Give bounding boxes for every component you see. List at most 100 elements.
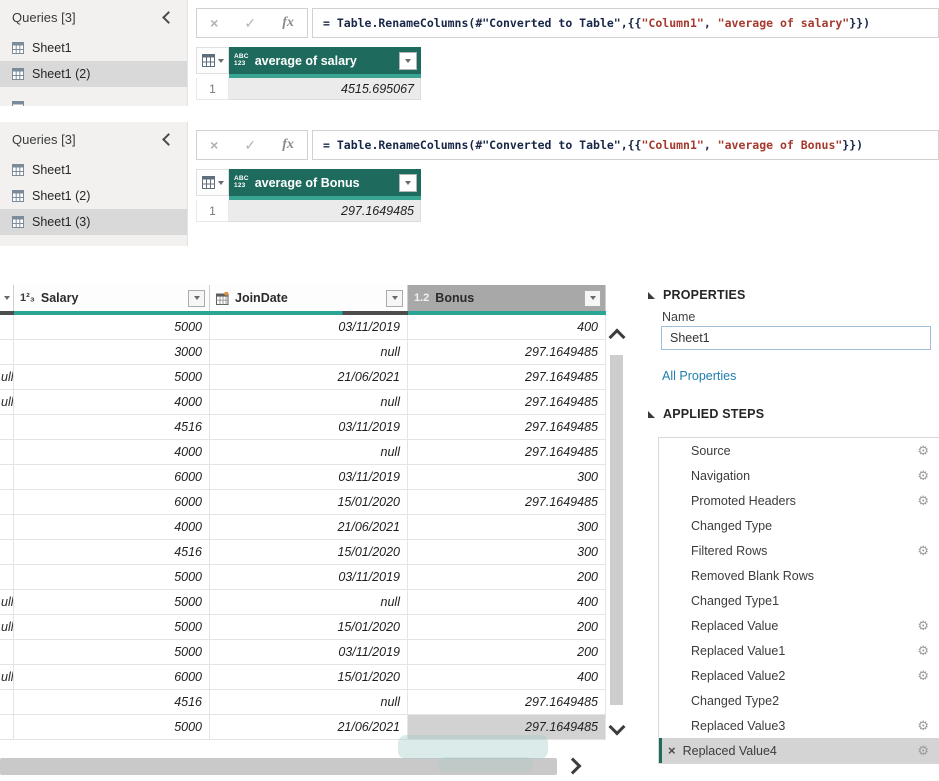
filter-dropdown-button[interactable] <box>399 173 417 192</box>
cell-salary[interactable]: 4000 <box>14 515 210 540</box>
applied-step-item[interactable]: × Replaced Value ⚙ <box>659 613 939 638</box>
filter-dropdown-button[interactable] <box>386 289 403 307</box>
gear-icon[interactable]: ⚙ <box>917 617 929 633</box>
cell-clipped[interactable] <box>0 540 14 565</box>
cell-salary[interactable]: 6000 <box>14 465 210 490</box>
cell-joindate[interactable]: 03/11/2019 <box>210 315 408 340</box>
applied-step-item[interactable]: × Removed Blank Rows ⚙ <box>659 563 939 588</box>
applied-step-item[interactable]: × Replaced Value2 ⚙ <box>659 663 939 688</box>
cell-clipped[interactable] <box>0 640 14 665</box>
cell-clipped[interactable] <box>0 340 14 365</box>
cell-bonus[interactable]: 400 <box>408 590 606 615</box>
cell-bonus[interactable]: 200 <box>408 640 606 665</box>
column-header-selected[interactable]: ABC 123 average of salary <box>229 47 421 74</box>
cell-salary[interactable]: 4516 <box>14 415 210 440</box>
cell-joindate[interactable]: 03/11/2019 <box>210 565 408 590</box>
cell-value[interactable]: 297.1649485 <box>229 200 421 222</box>
column-header-selected[interactable]: ABC 123 average of Bonus <box>229 169 421 196</box>
cell-joindate[interactable]: 03/11/2019 <box>210 640 408 665</box>
cell-joindate[interactable]: 03/11/2019 <box>210 415 408 440</box>
cell-bonus[interactable]: 200 <box>408 615 606 640</box>
query-list-item[interactable]: Sheet1 (2) <box>0 61 187 87</box>
cell-clipped[interactable]: ull <box>0 365 14 390</box>
all-properties-link[interactable]: All Properties <box>662 369 737 383</box>
filter-dropdown-button[interactable] <box>584 289 601 307</box>
cell-bonus[interactable]: 297.1649485 <box>408 365 606 390</box>
column-header-bonus[interactable]: 1.2 Bonus <box>408 285 606 311</box>
query-list-item[interactable]: Sheet1 (2) <box>0 183 187 209</box>
cell-bonus[interactable]: 297.1649485 <box>408 690 606 715</box>
column-header-salary[interactable]: 1²₃ Salary <box>14 285 210 311</box>
applied-steps-section-header[interactable]: APPLIED STEPS <box>648 407 764 421</box>
cell-joindate[interactable]: 21/06/2021 <box>210 715 408 740</box>
table-corner-button[interactable] <box>196 169 229 196</box>
cell-bonus[interactable]: 297.1649485 <box>408 340 606 365</box>
applied-step-item[interactable]: × Changed Type2 ⚙ <box>659 688 939 713</box>
properties-section-header[interactable]: PROPERTIES <box>648 288 746 302</box>
cell-joindate[interactable]: null <box>210 690 408 715</box>
cell-salary[interactable]: 5000 <box>14 565 210 590</box>
cell-salary[interactable]: 4516 <box>14 540 210 565</box>
applied-step-item[interactable]: × Promoted Headers ⚙ <box>659 488 939 513</box>
cell-clipped[interactable] <box>0 490 14 515</box>
cell-clipped[interactable] <box>0 690 14 715</box>
cell-salary[interactable]: 5000 <box>14 315 210 340</box>
gear-icon[interactable]: ⚙ <box>917 742 929 758</box>
row-number[interactable]: 1 <box>196 78 229 100</box>
cell-joindate[interactable]: 03/11/2019 <box>210 465 408 490</box>
cell-bonus[interactable]: 200 <box>408 565 606 590</box>
check-icon[interactable]: ✓ <box>244 14 257 31</box>
applied-step-item[interactable]: × Source ⚙ <box>659 438 939 463</box>
cancel-icon[interactable]: × <box>210 15 219 31</box>
gear-icon[interactable]: ⚙ <box>917 492 929 508</box>
cell-salary[interactable]: 5000 <box>14 640 210 665</box>
cell-salary[interactable]: 3000 <box>14 340 210 365</box>
cell-salary[interactable]: 5000 <box>14 365 210 390</box>
cell-salary[interactable]: 4000 <box>14 390 210 415</box>
cell-salary[interactable]: 5000 <box>14 715 210 740</box>
cell-clipped[interactable] <box>0 315 14 340</box>
gear-icon[interactable]: ⚙ <box>917 442 929 458</box>
cell-clipped[interactable] <box>0 415 14 440</box>
horizontal-scrollbar-thumb[interactable] <box>0 758 557 775</box>
cell-joindate[interactable]: 15/01/2020 <box>210 490 408 515</box>
column-header-clipped[interactable] <box>0 285 14 311</box>
gear-icon[interactable]: ⚙ <box>917 717 929 733</box>
cell-clipped[interactable] <box>0 565 14 590</box>
cell-joindate[interactable]: null <box>210 340 408 365</box>
gear-icon[interactable]: ⚙ <box>917 667 929 683</box>
scroll-down-button[interactable] <box>608 718 626 736</box>
collapse-pane-icon[interactable] <box>162 133 175 146</box>
cell-clipped[interactable]: ull <box>0 615 14 640</box>
cell-value[interactable]: 4515.695067 <box>229 78 421 100</box>
cell-joindate[interactable]: 21/06/2021 <box>210 365 408 390</box>
gear-icon[interactable]: ⚙ <box>917 542 929 558</box>
fx-icon[interactable]: fx <box>282 15 294 30</box>
cell-salary[interactable]: 6000 <box>14 665 210 690</box>
cell-bonus[interactable]: 297.1649485 <box>408 415 606 440</box>
row-number[interactable]: 1 <box>196 200 229 222</box>
cell-bonus[interactable]: 300 <box>408 540 606 565</box>
cell-bonus[interactable]: 400 <box>408 315 606 340</box>
column-header-joindate[interactable]: JoinDate <box>210 285 408 311</box>
cell-salary[interactable]: 5000 <box>14 615 210 640</box>
gear-icon[interactable]: ⚙ <box>917 642 929 658</box>
cell-clipped[interactable]: ull <box>0 590 14 615</box>
gear-icon[interactable]: ⚙ <box>917 467 929 483</box>
cell-bonus[interactable]: 297.1649485 <box>408 490 606 515</box>
applied-step-item[interactable]: × Replaced Value3 ⚙ <box>659 713 939 738</box>
applied-step-item[interactable]: × Changed Type1 ⚙ <box>659 588 939 613</box>
vertical-scrollbar-thumb[interactable] <box>610 355 623 705</box>
cell-clipped[interactable]: ull <box>0 665 14 690</box>
delete-step-icon[interactable]: × <box>668 743 676 758</box>
cell-bonus[interactable]: 400 <box>408 665 606 690</box>
cell-joindate[interactable]: null <box>210 440 408 465</box>
scroll-up-button[interactable] <box>608 328 626 346</box>
name-input[interactable] <box>661 326 931 350</box>
applied-step-item[interactable]: × Navigation ⚙ <box>659 463 939 488</box>
cell-joindate[interactable]: 15/01/2020 <box>210 665 408 690</box>
cell-salary[interactable]: 5000 <box>14 590 210 615</box>
filter-dropdown-button[interactable] <box>399 51 417 70</box>
query-list-item[interactable]: Sheet1 <box>0 157 187 183</box>
scroll-right-button[interactable] <box>564 757 582 775</box>
